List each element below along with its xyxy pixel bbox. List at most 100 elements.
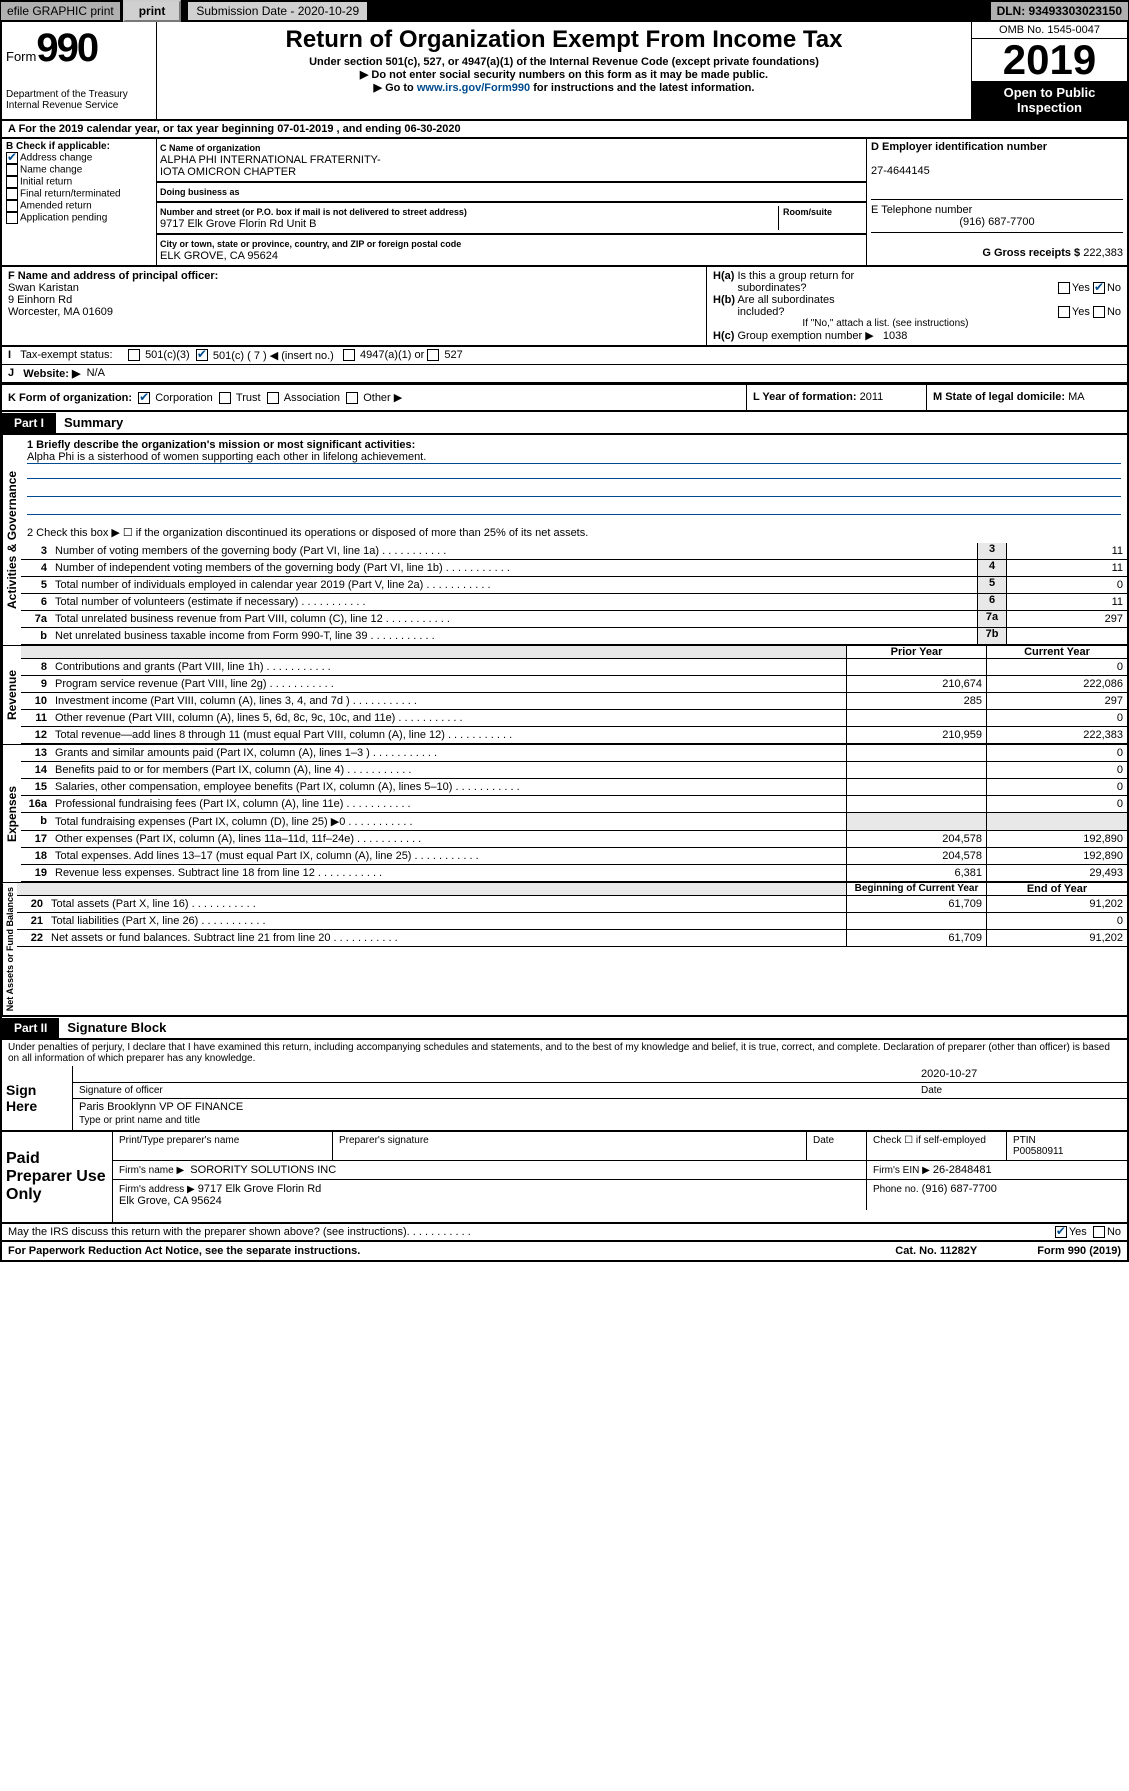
form-title: Return of Organization Exempt From Incom… — [159, 26, 969, 54]
part1-label: Part I — [2, 413, 56, 433]
hb-no[interactable] — [1093, 306, 1105, 318]
website-value: N/A — [87, 367, 105, 380]
firm-name: SORORITY SOLUTIONS INC — [190, 1164, 336, 1176]
form-footer: Form 990 (2019) — [1037, 1245, 1121, 1257]
q1-label: 1 Briefly describe the organization's mi… — [27, 439, 415, 451]
subtitle-2: ▶ Do not enter social security numbers o… — [159, 68, 969, 81]
sign-here-label: Sign Here — [2, 1066, 72, 1130]
checkbox-name-change[interactable] — [6, 164, 18, 176]
year-formed: 2011 — [860, 391, 884, 403]
k-other[interactable] — [346, 392, 358, 404]
expense-block: Expenses 13Grants and similar amounts pa… — [0, 745, 1129, 883]
officer-name: Swan Karistan — [8, 282, 79, 294]
gross-receipts: 222,383 — [1083, 247, 1123, 259]
table-row: 14Benefits paid to or for members (Part … — [21, 762, 1127, 779]
discuss-row: May the IRS discuss this return with the… — [0, 1224, 1129, 1242]
k-label: K Form of organization: — [8, 392, 132, 404]
irs-link[interactable]: www.irs.gov/Form990 — [417, 82, 530, 94]
table-row: 16aProfessional fundraising fees (Part I… — [21, 796, 1127, 813]
paperwork-notice: For Paperwork Reduction Act Notice, see … — [8, 1245, 360, 1257]
b-label: B Check if applicable: — [6, 141, 110, 152]
table-row: 7aTotal unrelated business revenue from … — [21, 611, 1127, 628]
top-bar: efile GRAPHIC print print Submission Dat… — [0, 0, 1129, 22]
q2-text: 2 Check this box ▶ ☐ if the organization… — [21, 522, 1127, 543]
street-address: 9717 Elk Grove Florin Rd Unit B — [160, 218, 317, 230]
i-501c[interactable] — [196, 349, 208, 361]
table-row: 4Number of independent voting members of… — [21, 560, 1127, 577]
part1-title: Summary — [56, 412, 131, 433]
end-year-hdr: End of Year — [987, 883, 1127, 895]
k-trust[interactable] — [219, 392, 231, 404]
dept-treasury: Department of the Treasury Internal Reve… — [6, 89, 152, 111]
discuss-yes[interactable] — [1055, 1226, 1067, 1238]
paid-preparer-block: Paid Preparer Use Only Print/Type prepar… — [0, 1132, 1129, 1224]
firm-addr-label: Firm's address ▶ — [119, 1184, 195, 1195]
tax-year: 2019 — [972, 39, 1127, 81]
sign-date: 2020-10-27 — [921, 1068, 1121, 1080]
table-row: 21Total liabilities (Part X, line 26)0 — [17, 913, 1127, 930]
phone-value: (916) 687-7700 — [871, 216, 1123, 228]
subtitle-3: ▶ Go to www.irs.gov/Form990 for instruct… — [159, 81, 969, 94]
table-row: 10Investment income (Part VIII, column (… — [21, 693, 1127, 710]
hc-value: 1038 — [883, 330, 907, 342]
line-a: A For the 2019 calendar year, or tax yea… — [0, 121, 1129, 139]
print-button[interactable]: print — [123, 0, 182, 22]
firm-phone-label: Phone no. — [873, 1184, 919, 1195]
checkbox-final-return[interactable] — [6, 188, 18, 200]
checkbox-app-pending[interactable] — [6, 212, 18, 224]
prep-date-hdr: Date — [807, 1132, 867, 1160]
firm-ein: 26-2848481 — [933, 1164, 992, 1176]
ha-yes[interactable] — [1058, 282, 1070, 294]
col-b: B Check if applicable: Address change Na… — [2, 139, 157, 265]
vlabel-revenue: Revenue — [2, 646, 21, 744]
k-assoc[interactable] — [267, 392, 279, 404]
hb-yes[interactable] — [1058, 306, 1070, 318]
city-state: ELK GROVE, CA 95624 — [160, 250, 278, 262]
efile-label: efile GRAPHIC print — [0, 1, 121, 21]
e-label: E Telephone number — [871, 204, 972, 216]
vlabel-netassets: Net Assets or Fund Balances — [2, 883, 17, 1015]
table-row: 6Total number of volunteers (estimate if… — [21, 594, 1127, 611]
line-a-text: A For the 2019 calendar year, or tax yea… — [8, 123, 461, 135]
klm-row: K Form of organization: Corporation Trus… — [0, 384, 1129, 412]
table-row: 20Total assets (Part X, line 16)61,70991… — [17, 896, 1127, 913]
discuss-no[interactable] — [1093, 1226, 1105, 1238]
sign-block: Sign Here 2020-10-27 Signature of office… — [0, 1066, 1129, 1132]
d-label: D Employer identification number — [871, 141, 1047, 153]
submission-date: Submission Date - 2020-10-29 — [187, 1, 368, 21]
checkbox-address-change[interactable] — [6, 152, 18, 164]
f-label: F Name and address of principal officer: — [8, 270, 218, 282]
table-row: 8Contributions and grants (Part VIII, li… — [21, 659, 1127, 676]
g-label: G Gross receipts $ — [982, 247, 1080, 259]
table-row: 17Other expenses (Part IX, column (A), l… — [21, 831, 1127, 848]
i-501c3[interactable] — [128, 349, 140, 361]
table-row: 19Revenue less expenses. Subtract line 1… — [21, 865, 1127, 882]
ha-no[interactable] — [1093, 282, 1105, 294]
k-corp[interactable] — [138, 392, 150, 404]
checkbox-initial-return[interactable] — [6, 176, 18, 188]
domicile-state: MA — [1068, 391, 1085, 403]
table-row: 9Program service revenue (Part VIII, lin… — [21, 676, 1127, 693]
line-j: J Website: ▶ N/A — [0, 365, 1129, 384]
perjury-text: Under penalties of perjury, I declare th… — [0, 1040, 1129, 1066]
revenue-block: Revenue Prior Year Current Year 8Contrib… — [0, 646, 1129, 745]
i-527[interactable] — [427, 349, 439, 361]
officer-printed-name: Paris Brooklynn VP OF FINANCE — [79, 1101, 243, 1113]
netassets-block: Net Assets or Fund Balances Beginning of… — [0, 883, 1129, 1017]
table-row: 15Salaries, other compensation, employee… — [21, 779, 1127, 796]
officer-addr: 9 Einhorn Rd Worcester, MA 01609 — [8, 294, 113, 318]
checkbox-amended[interactable] — [6, 200, 18, 212]
table-row: 13Grants and similar amounts paid (Part … — [21, 745, 1127, 762]
city-label: City or town, state or province, country… — [160, 239, 461, 249]
vlabel-activities: Activities & Governance — [2, 435, 21, 645]
part2-title: Signature Block — [59, 1017, 174, 1038]
ein-value: 27-4644145 — [871, 165, 930, 177]
part2-bar: Part II Signature Block — [0, 1017, 1129, 1040]
mission-text: Alpha Phi is a sisterhood of women suppo… — [27, 451, 1121, 464]
firm-label: Firm's name ▶ — [119, 1165, 184, 1176]
firm-phone: (916) 687-7700 — [922, 1183, 997, 1195]
summary-block: Activities & Governance 1 Briefly descri… — [0, 435, 1129, 646]
hb-note: If "No," attach a list. (see instruction… — [713, 318, 1121, 329]
i-4947[interactable] — [343, 349, 355, 361]
part1-bar: Part I Summary — [0, 412, 1129, 435]
